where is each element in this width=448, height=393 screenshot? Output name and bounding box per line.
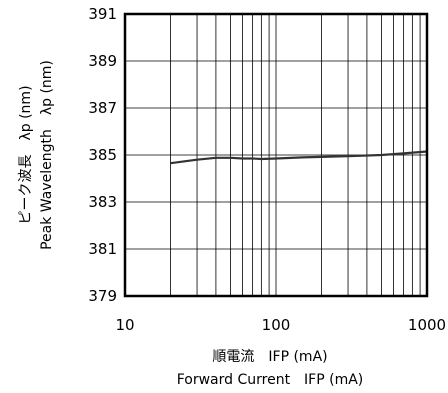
x-tick-label: 1000 <box>408 316 446 334</box>
x-tick-labels: 10 100 1000 <box>115 316 446 334</box>
x-axis-label-en: Forward Current IFP (mA) <box>177 372 364 388</box>
series-layer <box>170 150 428 165</box>
y-tick-label: 381 <box>88 240 117 258</box>
y-tick-label: 383 <box>88 193 117 211</box>
y-axis-label-jp: ピーク波長 λp (nm) <box>18 85 34 224</box>
y-tick-label: 387 <box>88 99 117 117</box>
y-axis-label-en: Peak Wavelength λp (nm) <box>39 60 55 250</box>
x-axis-label-jp: 順電流 IFP (mA) <box>212 349 327 365</box>
series-line <box>170 150 428 165</box>
plot-frame <box>123 12 429 298</box>
x-tick-label: 10 <box>115 316 134 334</box>
y-tick-label: 385 <box>88 146 117 164</box>
y-tick-label: 389 <box>88 52 117 70</box>
y-tick-labels: 379 381 383 385 387 389 391 <box>88 5 117 305</box>
x-tick-label: 100 <box>262 316 291 334</box>
y-tick-label: 379 <box>88 287 117 305</box>
y-tick-label: 391 <box>88 5 117 23</box>
